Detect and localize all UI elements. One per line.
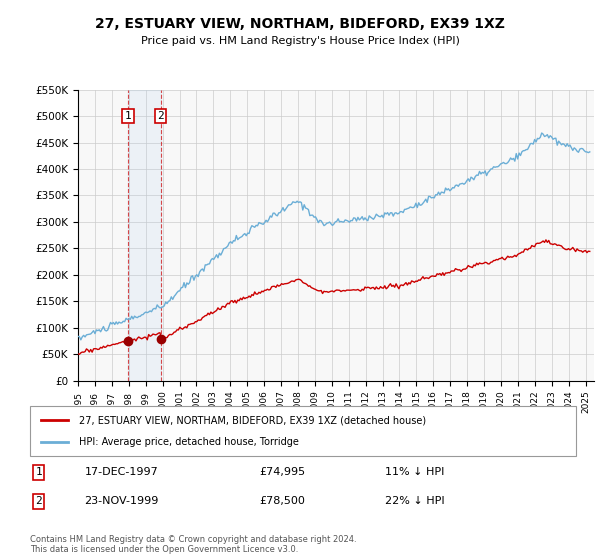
Text: HPI: Average price, detached house, Torridge: HPI: Average price, detached house, Torr… — [79, 437, 299, 447]
Text: 2: 2 — [35, 496, 42, 506]
Text: Contains HM Land Registry data © Crown copyright and database right 2024.
This d: Contains HM Land Registry data © Crown c… — [30, 535, 356, 554]
Text: 23-NOV-1999: 23-NOV-1999 — [85, 496, 159, 506]
Text: £74,995: £74,995 — [259, 467, 305, 477]
Text: £78,500: £78,500 — [259, 496, 305, 506]
Text: 27, ESTUARY VIEW, NORTHAM, BIDEFORD, EX39 1XZ: 27, ESTUARY VIEW, NORTHAM, BIDEFORD, EX3… — [95, 17, 505, 31]
FancyBboxPatch shape — [30, 406, 576, 456]
Text: 1: 1 — [125, 111, 131, 121]
Text: 27, ESTUARY VIEW, NORTHAM, BIDEFORD, EX39 1XZ (detached house): 27, ESTUARY VIEW, NORTHAM, BIDEFORD, EX3… — [79, 415, 426, 425]
Text: 22% ↓ HPI: 22% ↓ HPI — [385, 496, 445, 506]
Text: 17-DEC-1997: 17-DEC-1997 — [85, 467, 158, 477]
Text: 11% ↓ HPI: 11% ↓ HPI — [385, 467, 444, 477]
Text: 1: 1 — [35, 467, 42, 477]
Text: 2: 2 — [158, 111, 164, 121]
Text: Price paid vs. HM Land Registry's House Price Index (HPI): Price paid vs. HM Land Registry's House … — [140, 36, 460, 46]
Bar — [128, 90, 161, 381]
